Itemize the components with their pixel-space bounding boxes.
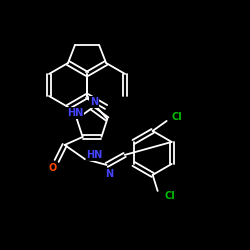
Text: HN: HN [86,150,103,160]
Text: N: N [106,169,114,179]
Text: Cl: Cl [171,112,182,122]
Text: N: N [90,97,98,107]
Text: Cl: Cl [164,191,175,201]
Text: HN: HN [67,108,83,118]
Text: O: O [48,163,57,173]
